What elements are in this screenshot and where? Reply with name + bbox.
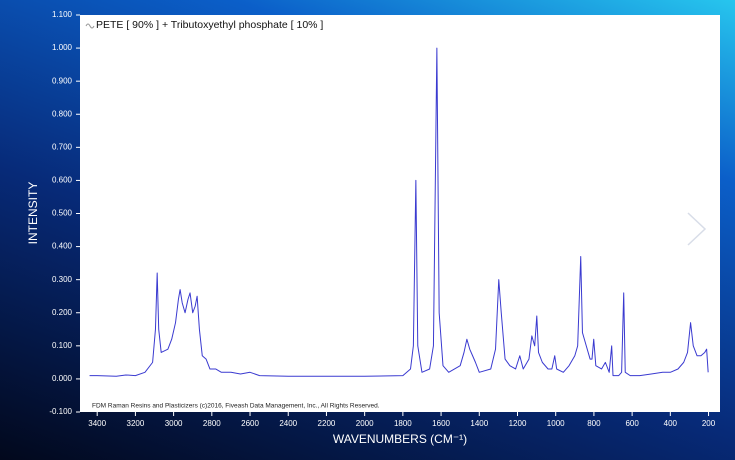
y-tick-label: 0.100 — [52, 341, 73, 350]
x-tick-label: 2200 — [318, 419, 336, 428]
y-tick-label: 0.300 — [52, 275, 73, 284]
spectrum-line — [89, 47, 709, 377]
x-tick-label: 800 — [587, 419, 601, 428]
y-tick-label: 0.400 — [52, 242, 73, 251]
y-tick-label: 0.000 — [52, 374, 73, 383]
y-tick-label: 1.000 — [52, 43, 73, 52]
x-tick-label: 3000 — [165, 419, 183, 428]
x-axis-title: WAVENUMBERS (CM⁻¹) — [333, 432, 467, 446]
x-tick-label: 1000 — [547, 419, 565, 428]
y-tick-label: 0.800 — [52, 109, 73, 118]
y-tick-label: 1.100 — [52, 10, 73, 19]
legend-label: PETE [ 90% ] + Tributoxyethyl phosphate … — [96, 19, 323, 31]
x-tick-label: 3400 — [88, 419, 106, 428]
x-tick-label: 400 — [664, 419, 678, 428]
plot-area — [80, 15, 720, 412]
y-axis-title: INTENSITY — [26, 182, 40, 245]
x-tick-label: 2400 — [279, 419, 297, 428]
y-tick-label: 0.500 — [52, 209, 73, 218]
x-tick-label: 1600 — [432, 419, 450, 428]
x-tick-label: 600 — [625, 419, 639, 428]
x-tick-label: 3200 — [127, 419, 145, 428]
next-arrow[interactable] — [687, 212, 707, 246]
x-tick-label: 2000 — [356, 419, 374, 428]
x-tick-label: 2600 — [241, 419, 259, 428]
copyright-note: FDM Raman Resins and Plasticizers (c)201… — [92, 403, 380, 410]
y-tick-label: 0.200 — [52, 308, 73, 317]
legend-icon — [85, 23, 95, 29]
x-tick-label: 1400 — [470, 419, 488, 428]
x-tick-label: 1800 — [394, 419, 412, 428]
y-tick-label: 0.900 — [52, 76, 73, 85]
y-tick-label: -0.100 — [49, 407, 72, 416]
x-tick-label: 1200 — [509, 419, 527, 428]
x-tick-label: 200 — [702, 419, 716, 428]
y-tick-label: 0.600 — [52, 176, 73, 185]
x-tick-label: 2800 — [203, 419, 221, 428]
y-tick-label: 0.700 — [52, 142, 73, 151]
